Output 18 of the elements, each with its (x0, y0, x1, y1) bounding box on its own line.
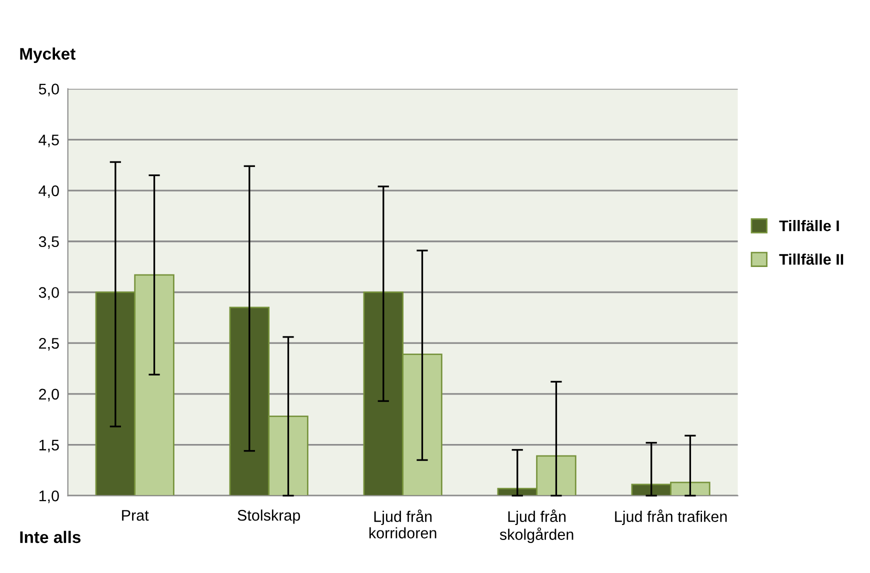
x-tick-label: Ljud från trafiken (615, 510, 727, 526)
y-tick-label: 4,0 (38, 185, 59, 198)
legend-label: Tillfälle I (779, 220, 839, 232)
y-tick-label: 5,0 (38, 84, 59, 96)
y-tick-label: 1,5 (39, 440, 59, 452)
y-tick-label: 1,0 (39, 490, 59, 504)
x-tick-label: Stolskrap (238, 510, 300, 524)
y-tick-label: 3,0 (38, 287, 59, 300)
text: Mycket (20, 47, 76, 64)
x-tick-label: Ljud från skolgården (500, 510, 574, 543)
text: Inte alls (20, 530, 81, 544)
legend-label: Tillfälle II (779, 254, 844, 265)
y-tick-label: 3,5 (38, 236, 59, 249)
y-tick-label: 4,5 (38, 134, 59, 148)
y-tick-label: 2,0 (39, 388, 59, 402)
x-tick-label: Prat (122, 510, 149, 521)
y-tick-label: 2,5 (39, 338, 59, 351)
x-tick-label: Ljud från korridoren (369, 510, 436, 538)
